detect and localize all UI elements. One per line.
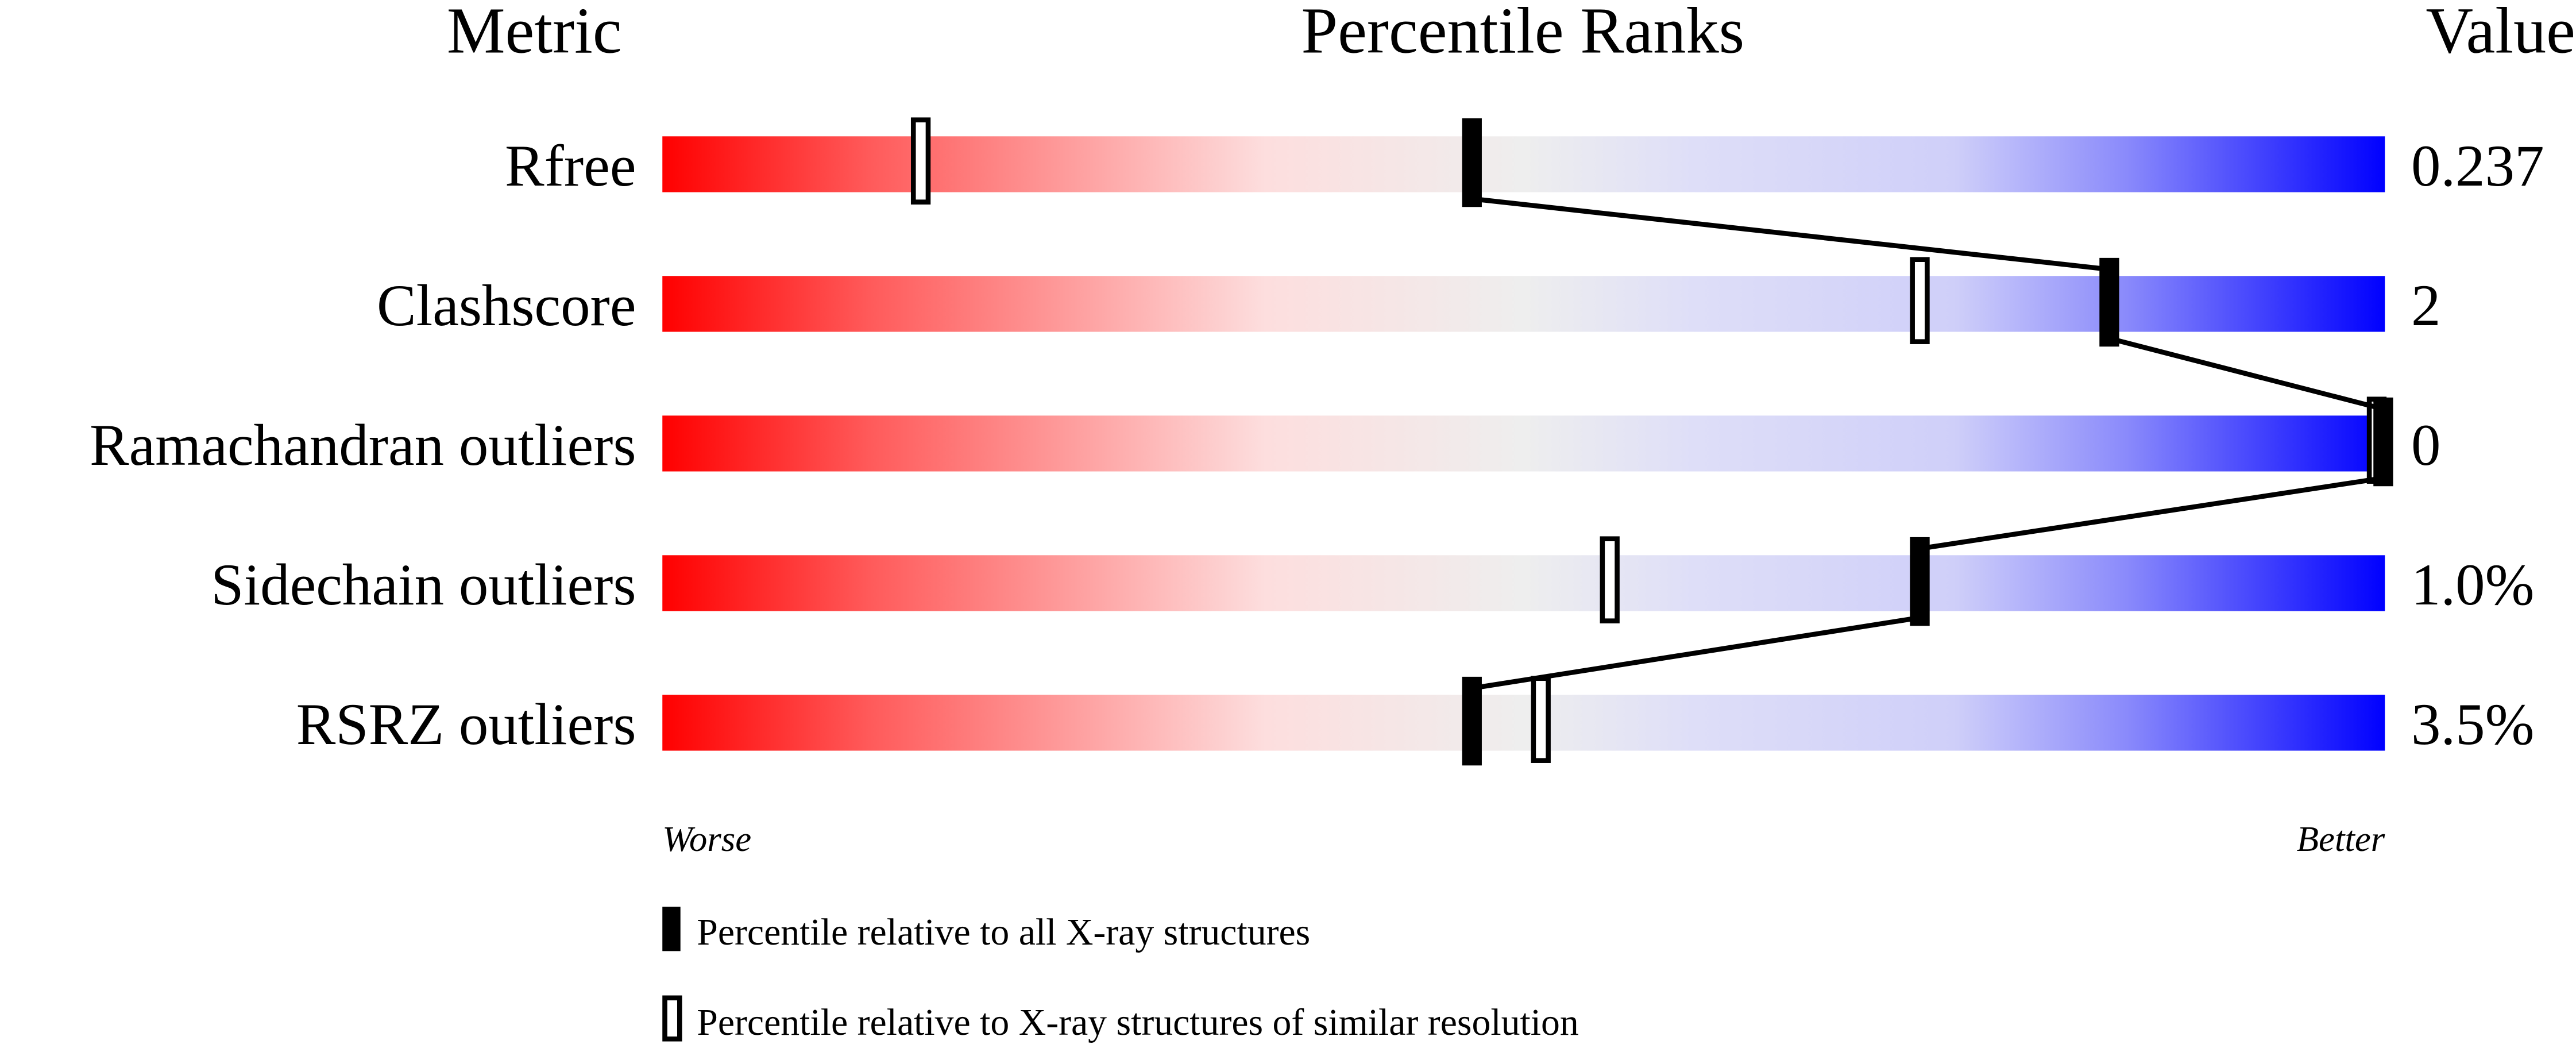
- connector-line: [1472, 196, 2110, 272]
- metric-label: RSRZ outliers: [296, 692, 636, 757]
- marker-all-structures: [2099, 257, 2119, 347]
- legend-filled-marker: [662, 907, 681, 951]
- percentile-bar: [662, 276, 2385, 332]
- marker-all-structures: [1462, 676, 1482, 766]
- connector-line: [1919, 475, 2384, 552]
- axis-label-worse: Worse: [662, 819, 751, 859]
- percentile-bar: [662, 695, 2385, 751]
- percentile-bar: [662, 555, 2385, 611]
- metric-value: 0.237: [2411, 133, 2544, 199]
- metric-label: Rfree: [505, 133, 636, 199]
- metric-value: 1.0%: [2411, 552, 2534, 618]
- marker-similar-resolution: [1910, 257, 1930, 344]
- legend-label-similar: Percentile relative to X-ray structures …: [697, 1001, 1578, 1043]
- metric-value: 3.5%: [2411, 692, 2534, 757]
- metric-value: 2: [2411, 273, 2440, 338]
- marker-similar-resolution: [1600, 536, 1620, 623]
- axis-label-better: Better: [2297, 819, 2385, 859]
- marker-all-structures: [2373, 397, 2393, 487]
- metric-label: Clashscore: [377, 273, 636, 338]
- header-percentile-ranks: Percentile Ranks: [1301, 0, 1745, 67]
- connector-line: [1472, 615, 1921, 691]
- marker-all-structures: [1910, 537, 1930, 626]
- connector-line: [2108, 336, 2384, 412]
- metric-value: 0: [2411, 413, 2440, 478]
- legend-open-marker: [662, 995, 682, 1042]
- metric-label: Ramachandran outliers: [90, 413, 636, 478]
- metric-label: Sidechain outliers: [211, 552, 636, 618]
- marker-similar-resolution: [1531, 676, 1551, 763]
- marker-all-structures: [1462, 118, 1482, 207]
- percentile-bar: [662, 136, 2385, 192]
- marker-similar-resolution: [910, 117, 931, 205]
- percentile-bar: [662, 415, 2385, 472]
- header-value: Value: [2426, 0, 2575, 67]
- legend-label-all: Percentile relative to all X-ray structu…: [697, 911, 1310, 953]
- header-metric: Metric: [447, 0, 622, 67]
